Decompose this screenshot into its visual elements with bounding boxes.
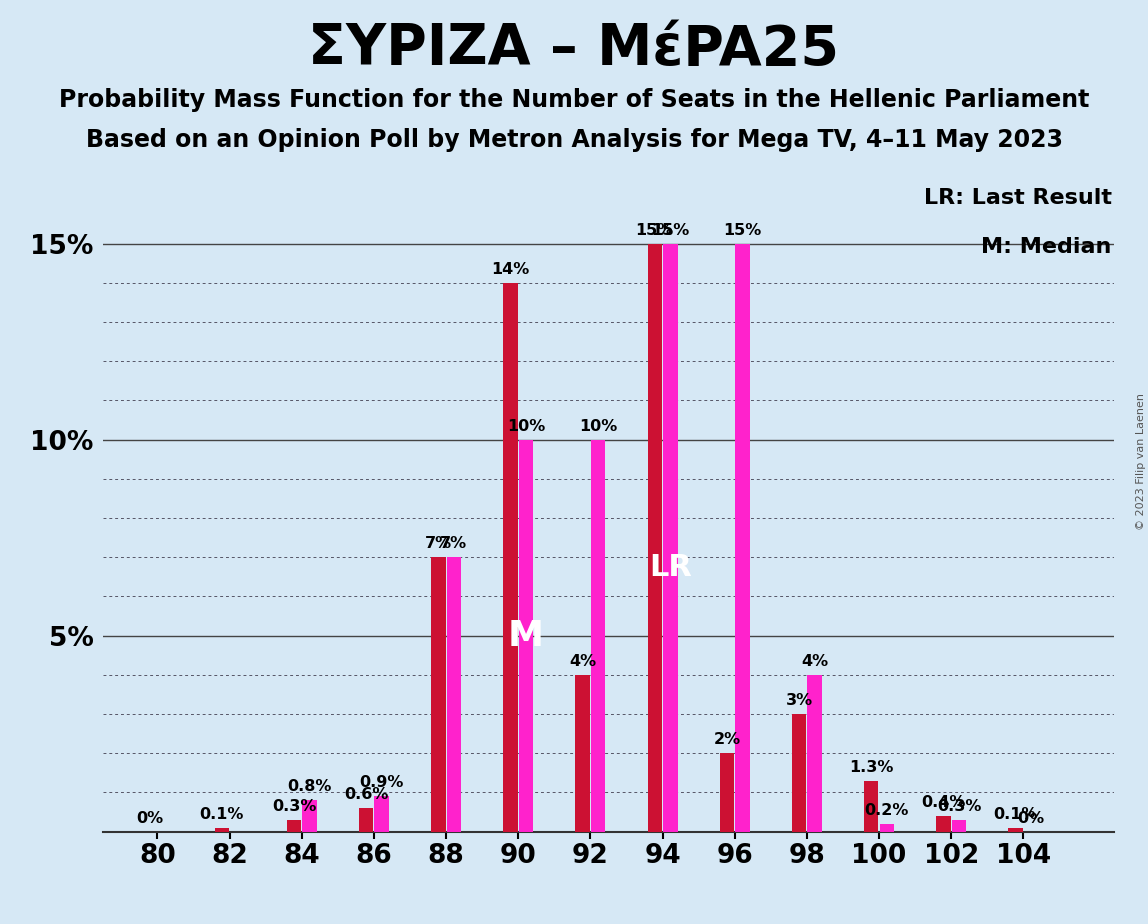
Bar: [359, 808, 373, 832]
Text: 10%: 10%: [579, 419, 618, 433]
Text: ΣΥΡΙΖΑ – ΜέPA25: ΣΥΡΙΖΑ – ΜέPA25: [309, 23, 839, 77]
Text: 0.9%: 0.9%: [359, 775, 404, 790]
Text: 7%: 7%: [425, 536, 452, 552]
Bar: [952, 820, 967, 832]
Text: 0.3%: 0.3%: [272, 799, 316, 814]
Text: 10%: 10%: [507, 419, 545, 433]
Text: Based on an Opinion Poll by Metron Analysis for Mega TV, 4–11 May 2023: Based on an Opinion Poll by Metron Analy…: [85, 128, 1063, 152]
Bar: [503, 283, 518, 832]
Bar: [302, 800, 317, 832]
Text: LR: LR: [649, 553, 692, 581]
Bar: [447, 557, 461, 832]
Text: Probability Mass Function for the Number of Seats in the Hellenic Parliament: Probability Mass Function for the Number…: [59, 88, 1089, 112]
Bar: [575, 675, 590, 832]
Bar: [864, 781, 878, 832]
Text: 4%: 4%: [801, 654, 828, 669]
Bar: [374, 796, 389, 832]
Text: 0.4%: 0.4%: [921, 795, 965, 810]
Bar: [1008, 828, 1023, 832]
Bar: [519, 440, 533, 832]
Bar: [792, 714, 806, 832]
Bar: [735, 244, 750, 832]
Bar: [647, 244, 662, 832]
Text: LR: Last Result: LR: Last Result: [923, 188, 1111, 208]
Text: 0.6%: 0.6%: [344, 787, 388, 802]
Bar: [215, 828, 230, 832]
Text: 15%: 15%: [723, 223, 761, 237]
Bar: [432, 557, 445, 832]
Text: 1.3%: 1.3%: [850, 760, 893, 774]
Text: 14%: 14%: [491, 261, 529, 277]
Text: 7%: 7%: [441, 536, 467, 552]
Text: © 2023 Filip van Laenen: © 2023 Filip van Laenen: [1135, 394, 1146, 530]
Bar: [937, 816, 951, 832]
Text: M: Median: M: Median: [982, 237, 1111, 257]
Text: 0.8%: 0.8%: [287, 779, 332, 795]
Text: 15%: 15%: [651, 223, 690, 237]
Text: 15%: 15%: [636, 223, 674, 237]
Bar: [591, 440, 605, 832]
Bar: [664, 244, 677, 832]
Text: 4%: 4%: [569, 654, 596, 669]
Text: 0.3%: 0.3%: [937, 799, 982, 814]
Text: 3%: 3%: [785, 693, 813, 708]
Bar: [720, 753, 735, 832]
Bar: [879, 824, 894, 832]
Text: 2%: 2%: [713, 733, 740, 748]
Text: 0.2%: 0.2%: [864, 803, 909, 818]
Text: 0.1%: 0.1%: [200, 807, 245, 821]
Text: 0%: 0%: [137, 810, 163, 826]
Text: 0.1%: 0.1%: [993, 807, 1038, 821]
Bar: [807, 675, 822, 832]
Text: M: M: [509, 618, 544, 652]
Text: 0%: 0%: [1017, 810, 1045, 826]
Bar: [287, 820, 301, 832]
